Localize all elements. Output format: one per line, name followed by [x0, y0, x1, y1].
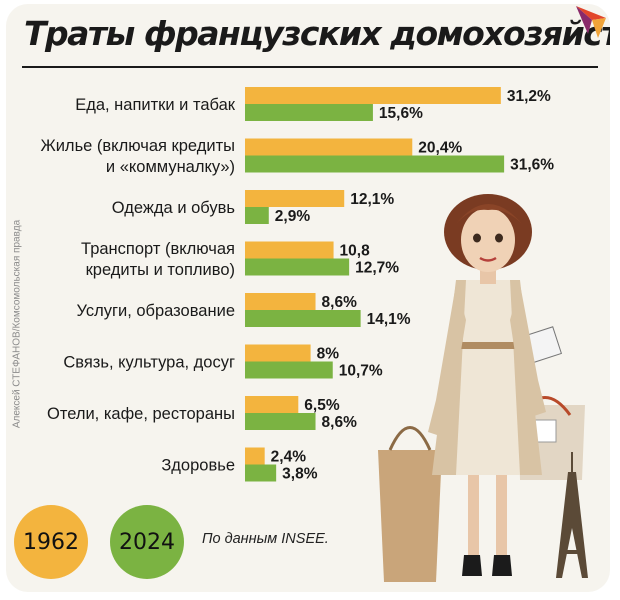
chart-title: Траты французских домохозяйств — [24, 14, 610, 53]
legend-2024-label: 2024 — [119, 529, 175, 555]
category-label: Здоровье — [161, 457, 235, 475]
shopping-bag-icon — [378, 426, 442, 582]
value-label-2024: 31,6% — [510, 157, 554, 174]
eiffel-tower-icon — [556, 452, 588, 578]
category-label: Отели, кафе, рестораны — [47, 405, 235, 423]
legend-1962: 1962 — [14, 505, 88, 579]
value-label-2024: 8,6% — [322, 414, 358, 431]
bar-2024 — [245, 258, 350, 276]
bar-1962 — [245, 344, 311, 362]
legend-1962-label: 1962 — [23, 529, 79, 555]
category-label: Связь, культура, досуг — [63, 354, 235, 372]
value-label-2024: 2,9% — [275, 208, 311, 225]
value-label-2024: 10,7% — [339, 363, 383, 380]
woman-shopping-illustration — [378, 194, 588, 582]
value-label-1962: 6,5% — [304, 397, 340, 414]
category-label: и «коммуналку») — [106, 158, 235, 176]
title-underline — [22, 66, 598, 68]
bar-1962 — [245, 190, 345, 207]
bar-1962 — [245, 241, 334, 259]
value-label-1962: 12,1% — [350, 191, 394, 208]
category-label: Еда, напитки и табак — [75, 96, 236, 114]
bar-1962 — [245, 87, 501, 104]
value-label-1962: 20,4% — [418, 140, 462, 157]
bar-2024 — [245, 413, 316, 430]
bar-2024 — [245, 464, 277, 482]
bar-1962 — [245, 396, 299, 413]
bar-1962 — [245, 293, 316, 310]
bar-2024 — [245, 207, 269, 224]
bar-1962 — [245, 138, 413, 156]
category-label: Жилье (включая кредиты — [40, 137, 235, 155]
category-label: Одежда и обувь — [112, 199, 235, 217]
value-label-1962: 8,6% — [322, 294, 358, 311]
legend-2024: 2024 — [110, 505, 184, 579]
value-label-2024: 3,8% — [282, 466, 318, 483]
bar-2024 — [245, 104, 373, 121]
category-label: Транспорт (включая — [81, 240, 235, 258]
bar-2024 — [245, 361, 333, 379]
value-label-2024: 14,1% — [367, 311, 411, 328]
value-label-1962: 31,2% — [507, 88, 551, 105]
category-label: кредиты и топливо) — [86, 261, 235, 279]
bar-1962 — [245, 447, 265, 465]
value-label-2024: 15,6% — [379, 105, 423, 122]
source-note: По данным INSEE. — [202, 531, 329, 547]
category-label: Услуги, образование — [76, 302, 235, 320]
value-label-2024: 12,7% — [355, 260, 399, 277]
bar-2024 — [245, 310, 361, 327]
bar-2024 — [245, 155, 505, 173]
logo-flame-icon — [576, 6, 606, 38]
value-label-1962: 10,8 — [340, 243, 371, 260]
value-label-1962: 2,4% — [271, 449, 307, 466]
value-label-1962: 8% — [317, 346, 340, 363]
